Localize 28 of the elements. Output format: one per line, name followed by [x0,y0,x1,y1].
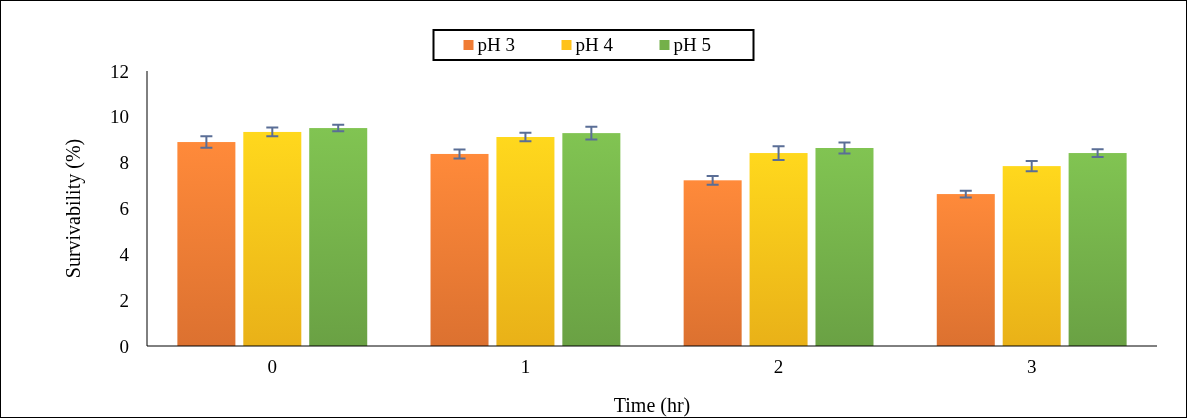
bar [1068,153,1127,346]
x-tick-label: 1 [520,356,531,377]
x-tick-label: 2 [773,356,784,377]
y-tick-label: 2 [119,289,129,311]
bar [243,131,302,346]
y-tick-label: 4 [119,243,130,265]
bar [562,133,621,346]
x-tick-label: 3 [1026,356,1037,377]
bar [1002,166,1061,346]
bar [815,148,874,346]
bar [496,137,555,346]
bar [936,194,995,346]
x-tick-label: 0 [267,356,278,377]
y-tick-label: 6 [119,198,129,220]
bar [430,153,489,346]
bar [683,180,742,346]
y-axis-title: Survivability (%) [62,138,85,279]
bar [309,128,368,346]
legend-label: pH 5 [673,34,711,55]
legend-label: pH 3 [477,34,515,55]
y-tick-label: 0 [119,335,129,357]
y-tick-label: 10 [110,106,129,128]
y-tick-label: 8 [119,152,129,174]
legend-label: pH 4 [575,34,614,55]
bar [177,142,236,346]
x-axis-title: Time (hr) [613,394,691,417]
bar [749,153,808,346]
y-tick-label: 12 [110,60,129,82]
